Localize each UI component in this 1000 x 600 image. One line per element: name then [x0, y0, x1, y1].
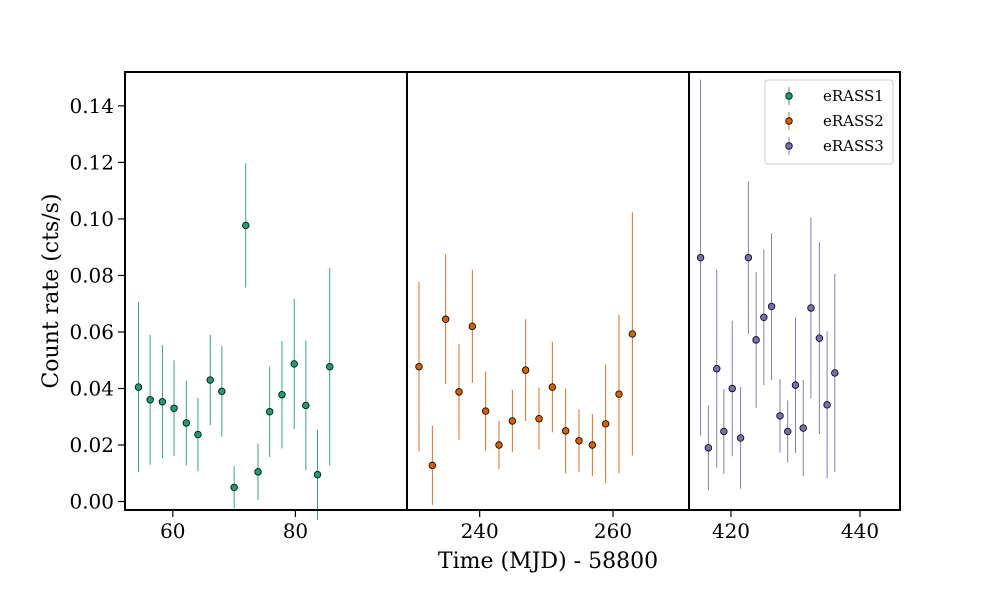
data-point — [744, 253, 753, 262]
panel-frame — [406, 71, 690, 511]
panel-frame — [688, 71, 901, 511]
data-point — [495, 441, 503, 449]
data-point — [521, 366, 530, 374]
data-point — [535, 415, 543, 423]
y-axis-label: Count rate (cts/s) — [39, 193, 64, 388]
legend-label: eRASS1 — [823, 87, 884, 105]
data-point — [736, 434, 745, 442]
y-tick-label: 0.06 — [69, 320, 114, 344]
data-point — [815, 334, 824, 342]
data-point — [696, 253, 705, 262]
data-point — [776, 412, 784, 420]
y-axis: 0.00 0.02 0.04 0.06 0.08 0.10 0.12 0.14 — [69, 94, 125, 514]
data-point — [561, 427, 570, 435]
y-tick-label: 0.10 — [69, 207, 114, 231]
data-point — [799, 424, 807, 432]
data-point — [415, 363, 423, 371]
data-point — [441, 315, 450, 323]
data-point — [720, 427, 728, 436]
legend-frame — [764, 79, 894, 165]
data-point — [752, 336, 760, 344]
data-point — [134, 383, 143, 391]
x-tick-label: 420 — [712, 519, 750, 543]
y-tick-label: 0.14 — [69, 94, 114, 118]
data-point — [326, 363, 334, 371]
x-tick-label: 440 — [841, 519, 879, 543]
data-point — [146, 396, 154, 404]
data-point — [230, 483, 238, 492]
y-tick-label: 0.04 — [69, 376, 114, 400]
data-point — [767, 302, 776, 311]
data-point — [302, 401, 310, 410]
legend-marker — [785, 117, 793, 125]
legend: eRASS1 eRASS2 eRASS3 — [764, 79, 894, 165]
y-tick-label: 0.00 — [69, 490, 114, 514]
x-tick-label: 60 — [160, 519, 185, 543]
data-point — [831, 369, 839, 377]
data-point — [278, 391, 286, 399]
data-point — [481, 407, 490, 415]
panel-erass3: 420 440 — [688, 71, 901, 543]
data-point — [254, 468, 262, 476]
data-point — [760, 313, 768, 321]
data-point — [713, 365, 721, 373]
data-point — [728, 384, 736, 393]
data-point — [548, 383, 557, 391]
data-point — [290, 360, 298, 368]
data-point — [428, 461, 437, 470]
y-tick-label: 0.08 — [69, 263, 114, 287]
data-point — [468, 322, 477, 331]
data-point — [807, 304, 815, 312]
data-point — [588, 441, 597, 449]
data-point — [508, 417, 517, 425]
data-point — [575, 437, 583, 445]
data-point — [615, 390, 623, 398]
chart-panels: 60 80 240 260 420 440 — [124, 71, 901, 543]
data-point — [823, 401, 831, 409]
y-tick-label: 0.12 — [69, 150, 114, 174]
data-point — [194, 430, 202, 439]
data-point — [704, 444, 713, 452]
legend-marker — [785, 142, 793, 150]
panel-erass2: 240 260 — [406, 71, 690, 543]
legend-label: eRASS3 — [823, 137, 884, 155]
data-point — [182, 419, 191, 427]
data-point — [455, 388, 463, 396]
data-point — [784, 427, 792, 436]
x-axis-label: Time (MJD) - 58800 — [438, 549, 658, 574]
x-tick-label: 260 — [594, 519, 632, 543]
y-tick-label: 0.02 — [69, 433, 114, 457]
data-point — [242, 221, 250, 230]
data-point — [628, 330, 637, 338]
panel-frame — [124, 71, 408, 511]
data-point — [265, 407, 274, 416]
data-point — [170, 404, 178, 412]
x-tick-label: 80 — [283, 519, 308, 543]
data-point — [313, 470, 322, 479]
data-point — [158, 398, 167, 406]
data-point — [218, 387, 226, 396]
data-point — [601, 420, 610, 428]
data-point — [206, 376, 214, 384]
data-point — [791, 381, 800, 389]
legend-label: eRASS2 — [823, 112, 884, 130]
x-tick-label: 240 — [461, 519, 499, 543]
panel-erass1: 60 80 — [124, 71, 408, 543]
legend-marker — [785, 92, 793, 100]
